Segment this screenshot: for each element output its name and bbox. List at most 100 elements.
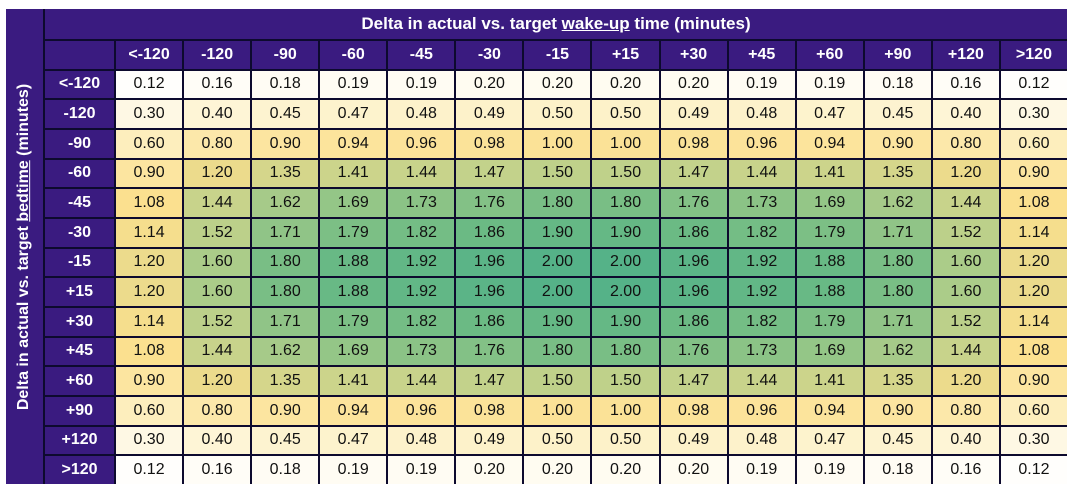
heatmap-cell: 0.20	[524, 70, 591, 99]
heatmap-cell: 0.30	[116, 426, 183, 455]
heatmap-cell: 1.73	[728, 337, 795, 366]
column-header: -60	[320, 41, 387, 69]
heatmap-cell: 0.50	[592, 426, 659, 455]
heatmap-cell: 0.40	[184, 100, 251, 128]
heatmap-cell: 0.48	[728, 100, 795, 128]
row-header: <-120	[45, 70, 114, 99]
heatmap-cell: 0.16	[932, 456, 999, 484]
heatmap-cell: 0.80	[184, 129, 251, 158]
heatmap-cell: 1.47	[456, 367, 523, 395]
y-axis-title-underlined: bedtime	[15, 159, 33, 222]
heatmap-cell: 0.80	[932, 129, 999, 158]
heatmap-cell: 1.60	[184, 248, 251, 277]
heatmap-cell: 1.80	[524, 189, 591, 217]
heatmap-cell: 0.40	[932, 426, 999, 455]
heatmap-cell: 1.41	[796, 159, 863, 188]
heatmap-cell: 0.48	[388, 100, 455, 128]
heatmap-cell: 0.18	[864, 456, 931, 484]
heatmap-cell: 1.76	[456, 337, 523, 366]
heatmap-cell: 1.79	[320, 307, 387, 336]
heatmap-cell: 0.94	[796, 129, 863, 158]
heatmap-cell: 2.00	[524, 278, 591, 306]
heatmap-cell: 0.47	[320, 426, 387, 455]
heatmap-cell: 1.20	[116, 248, 183, 277]
heatmap-cell: 1.96	[456, 248, 523, 277]
heatmap-cell: 1.60	[184, 278, 251, 306]
heatmap-cell: 1.44	[184, 337, 251, 366]
heatmap-cell: 1.96	[456, 278, 523, 306]
heatmap-cell: 1.90	[592, 218, 659, 247]
heatmap-cell: 1.82	[388, 307, 455, 336]
heatmap-cell: 0.96	[728, 396, 795, 425]
heatmap-cell: 1.71	[864, 218, 931, 247]
heatmap-cell: 0.96	[728, 129, 795, 158]
heatmap-cell: 1.08	[1000, 189, 1067, 217]
heatmap-cell: 1.41	[796, 367, 863, 395]
heatmap-cell: 1.69	[796, 337, 863, 366]
heatmap-cell: 1.80	[252, 278, 319, 306]
heatmap-cell: 1.82	[728, 218, 795, 247]
column-header: +15	[592, 41, 659, 69]
heatmap-cell: 0.96	[388, 129, 455, 158]
heatmap-cell: 0.20	[660, 70, 727, 99]
heatmap-cell: 1.80	[592, 337, 659, 366]
heatmap-cell: 1.52	[932, 307, 999, 336]
heatmap-cell: 0.30	[1000, 100, 1067, 128]
y-axis-title-part-1: Delta in actual vs. target	[15, 221, 33, 410]
heatmap-cell: 1.50	[592, 159, 659, 188]
heatmap-cell: 1.80	[524, 337, 591, 366]
heatmap-cell: 0.47	[320, 100, 387, 128]
heatmap-cell: 1.50	[592, 367, 659, 395]
y-axis-title-part-3: (minutes)	[15, 83, 33, 160]
heatmap-grid: <-120 -120 -90 -60 -45 -30 -15 +15 +30 +45 +60 +90 +…	[45, 41, 1067, 484]
heatmap-cell: 1.96	[660, 248, 727, 277]
heatmap-cell: 1.92	[728, 248, 795, 277]
heatmap-cell: 0.16	[184, 70, 251, 99]
column-header: +60	[796, 41, 863, 69]
heatmap-cell: 1.80	[864, 278, 931, 306]
heatmap-cell: 1.14	[1000, 307, 1067, 336]
heatmap-cell: 1.08	[116, 189, 183, 217]
heatmap-cell: 0.48	[728, 426, 795, 455]
heatmap-cell: 1.80	[592, 189, 659, 217]
heatmap-cell: 1.71	[864, 307, 931, 336]
row-header: +45	[45, 337, 114, 366]
heatmap-cell: 0.19	[796, 456, 863, 484]
row-header: +90	[45, 396, 114, 425]
heatmap-cell: 1.52	[184, 218, 251, 247]
heatmap-cell: 0.50	[524, 426, 591, 455]
heatmap-cell: 1.62	[252, 189, 319, 217]
heatmap-cell: 1.88	[320, 248, 387, 277]
heatmap-cell: 1.82	[388, 218, 455, 247]
heatmap-cell: 0.49	[660, 100, 727, 128]
heatmap-cell: 1.00	[524, 129, 591, 158]
row-header: -120	[45, 100, 114, 128]
row-header: >120	[45, 456, 114, 484]
heatmap-cell: 1.35	[864, 159, 931, 188]
heatmap-cell: 0.19	[320, 456, 387, 484]
heatmap-cell: 0.47	[796, 426, 863, 455]
heatmap-cell: 2.00	[592, 248, 659, 277]
heatmap-cell: 0.20	[592, 70, 659, 99]
heatmap-cell: 0.49	[456, 100, 523, 128]
heatmap-cell: 0.20	[456, 70, 523, 99]
heatmap-cell: 1.79	[796, 218, 863, 247]
heatmap-cell: 1.47	[456, 159, 523, 188]
heatmap-cell: 1.76	[660, 337, 727, 366]
heatmap-cell: 0.18	[252, 456, 319, 484]
heatmap-cell: 0.94	[320, 129, 387, 158]
heatmap-cell: 0.50	[592, 100, 659, 128]
heatmap-cell: 0.49	[456, 426, 523, 455]
heatmap-cell: 2.00	[592, 278, 659, 306]
heatmap-cell: 0.94	[796, 396, 863, 425]
row-header: -45	[45, 189, 114, 217]
heatmap-cell: 1.62	[252, 337, 319, 366]
heatmap-cell: 0.50	[524, 100, 591, 128]
row-header: +15	[45, 278, 114, 306]
heatmap-cell: 1.20	[1000, 248, 1067, 277]
heatmap-cell: 0.19	[796, 70, 863, 99]
heatmap-cell: 1.44	[388, 367, 455, 395]
heatmap-cell: 1.88	[796, 278, 863, 306]
heatmap-cell: 1.88	[320, 278, 387, 306]
column-header: +90	[864, 41, 931, 69]
